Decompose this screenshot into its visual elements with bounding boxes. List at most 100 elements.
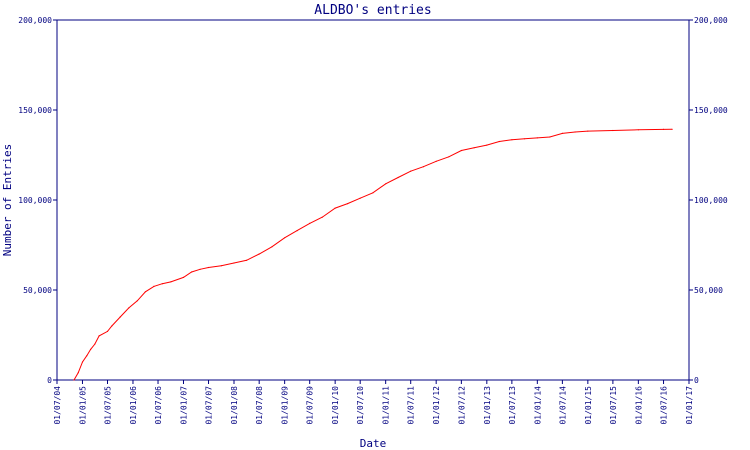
y-tick-label-left: 50,000 [23, 286, 52, 295]
series-point [284, 237, 286, 239]
series-point [359, 197, 361, 199]
x-tick-label: 01/01/09 [281, 386, 290, 425]
series-point [128, 307, 130, 309]
x-tick-label: 01/07/14 [558, 386, 567, 425]
series-point [486, 144, 488, 146]
y-axis-left: 0 50,000 100,000 150,000 200,000 [18, 16, 57, 385]
series-point [246, 259, 248, 261]
x-tick-label: 01/07/11 [407, 386, 416, 425]
series-point [498, 140, 500, 143]
series-point [662, 128, 665, 130]
x-tick-label: 01/07/08 [255, 386, 264, 425]
x-tick-label: 01/01/17 [685, 386, 694, 425]
series-point [473, 147, 475, 149]
series-point [435, 160, 437, 162]
series-point [397, 176, 399, 179]
x-tick-label: 01/01/06 [129, 386, 138, 425]
x-tick-label: 01/01/13 [483, 386, 492, 425]
x-tick-label: 01/01/05 [78, 386, 87, 425]
x-tick-label: 01/01/07 [179, 386, 188, 425]
series-point [524, 138, 526, 140]
x-tick-label: 01/07/06 [154, 386, 163, 425]
x-tick-label: 01/07/04 [53, 386, 62, 425]
series-point [77, 372, 79, 374]
series-point [199, 268, 201, 270]
series-point [191, 271, 193, 273]
series-point [90, 348, 92, 350]
y-tick-label-left: 0 [47, 376, 52, 385]
y-tick-label-right: 50,000 [694, 286, 723, 295]
series-point [347, 203, 349, 205]
series-point [81, 361, 84, 363]
series-point [671, 128, 673, 130]
series-point [422, 166, 424, 168]
series-point [170, 281, 172, 283]
series-point [334, 207, 336, 209]
series-point [536, 137, 538, 139]
series-point [144, 291, 146, 293]
series-point [207, 266, 210, 269]
x-tick-label: 01/07/10 [356, 386, 365, 425]
x-tick-label: 01/01/15 [584, 386, 593, 425]
x-tick-label: 01/01/08 [230, 386, 239, 425]
series-point [460, 149, 462, 152]
y-tick-label-right: 100,000 [694, 196, 728, 205]
chart-title: ALDBO's entries [314, 3, 431, 18]
series-point [448, 156, 450, 158]
x-tick-label: 01/01/16 [634, 386, 643, 425]
series-point [86, 355, 88, 357]
x-tick-label: 01/07/13 [508, 386, 517, 425]
x-axis-label: Date [360, 437, 387, 450]
x-tick-label: 01/07/09 [306, 386, 315, 425]
series-point [637, 129, 640, 131]
series-point [587, 130, 589, 132]
y-tick-label-right: 200,000 [694, 16, 728, 25]
series-point [574, 131, 576, 133]
series-point [410, 170, 412, 172]
series-point [296, 230, 298, 232]
plot-frame [56, 19, 690, 381]
y-tick-label-left: 100,000 [18, 196, 52, 205]
x-tick-label: 01/07/07 [205, 386, 214, 425]
series-point [549, 136, 551, 138]
series-point [511, 139, 513, 141]
series-point [106, 330, 109, 332]
series-point [220, 265, 222, 267]
x-tick-label: 01/01/14 [533, 386, 542, 425]
series-point [271, 246, 273, 248]
series-point [258, 253, 260, 255]
x-tick-label: 01/07/15 [609, 386, 618, 425]
y-tick-label-right: 0 [694, 376, 699, 385]
y-axis-label: Number of Entries [1, 144, 14, 257]
x-tick-label: 01/07/16 [660, 386, 669, 425]
x-tick-label: 01/01/12 [432, 386, 441, 425]
x-tick-label: 01/07/05 [104, 386, 113, 425]
series-point [94, 343, 96, 345]
series-point [561, 132, 564, 134]
series-points [73, 128, 673, 381]
series-line [73, 128, 673, 381]
x-axis: 01/07/04 01/01/05 01/07/05 01/01/06 01/07/06… [53, 380, 694, 425]
series-point [98, 335, 100, 337]
series-point [153, 285, 155, 287]
series-point [182, 276, 185, 278]
series-point [372, 192, 374, 194]
y-tick-label-right: 150,000 [694, 106, 728, 115]
series-point [233, 262, 235, 264]
x-tick-label: 01/01/11 [382, 386, 391, 425]
x-tick-label: 01/01/10 [331, 386, 340, 425]
series-point [161, 283, 163, 285]
series-point [111, 325, 113, 327]
y-axis-right: 0 50,000 100,000 150,000 200,000 [689, 16, 728, 385]
y-tick-label-left: 200,000 [18, 16, 52, 25]
series-point [321, 216, 323, 218]
series-point [612, 129, 614, 132]
x-tick-label: 01/07/12 [457, 386, 466, 425]
series-point [385, 183, 387, 185]
series-point [136, 300, 138, 302]
y-tick-label-left: 150,000 [18, 106, 52, 115]
series-point [73, 379, 75, 381]
series-point [119, 316, 121, 318]
series-point [309, 222, 311, 224]
